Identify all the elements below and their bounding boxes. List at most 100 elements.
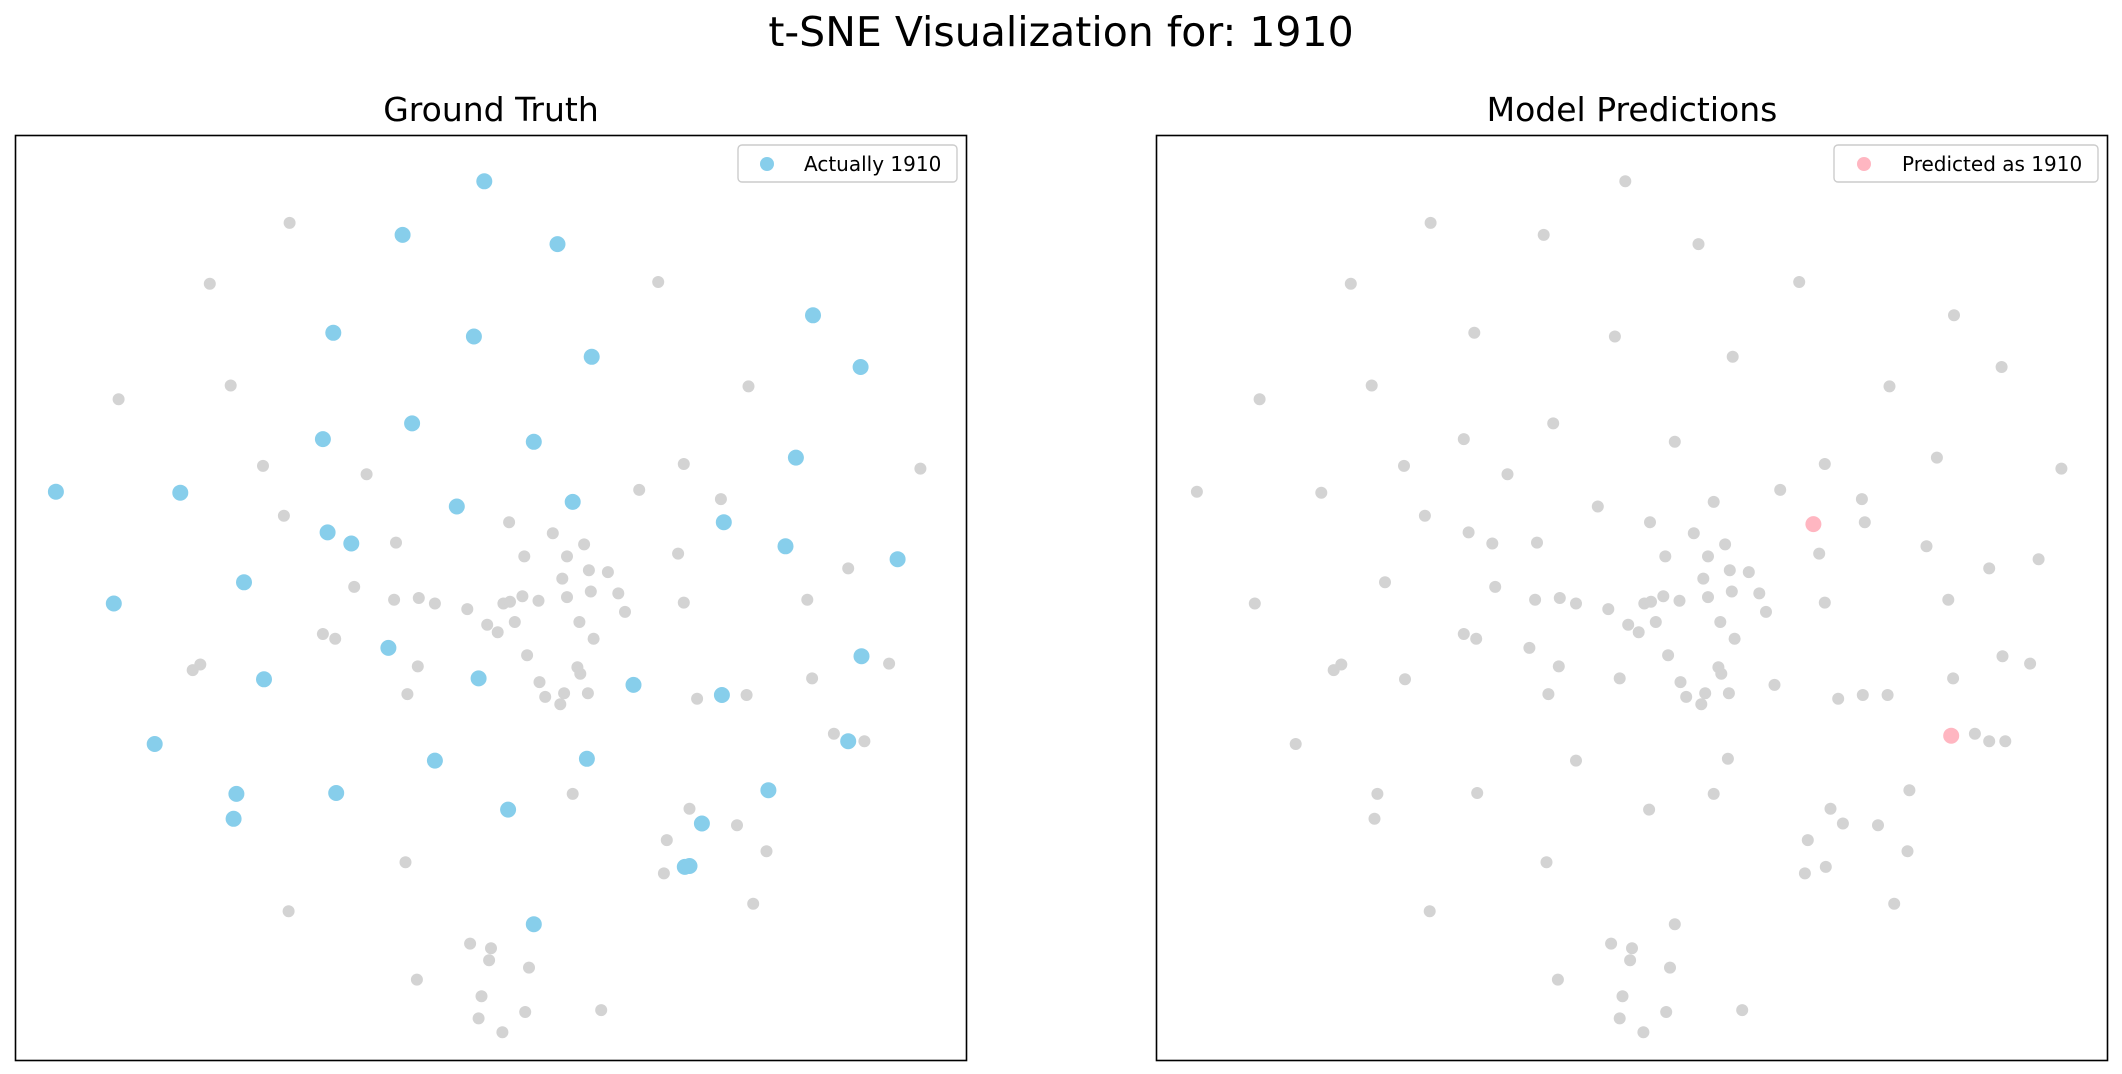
model-predictions-background-point (1540, 856, 1553, 869)
ground-truth-background-point (472, 1012, 485, 1025)
ground-truth-highlight-point (525, 916, 542, 933)
ground-truth-background-point (283, 216, 296, 229)
ground-truth-highlight-point (172, 484, 189, 501)
model-predictions-background-point (1470, 632, 1483, 645)
model-predictions-background-point (1457, 433, 1470, 446)
ground-truth-background-point (461, 603, 474, 616)
ground-truth-highlight-point (47, 483, 64, 500)
model-predictions-background-point (1725, 585, 1738, 598)
ground-truth-background-point (360, 468, 373, 481)
ground-truth-highlight-point (787, 449, 804, 466)
ground-truth-background-point (633, 483, 646, 496)
ground-truth-highlight-point (693, 815, 710, 832)
model-predictions-background-point (1613, 672, 1626, 685)
ground-truth-background-point (508, 616, 521, 628)
model-predictions-background-point (1327, 664, 1340, 677)
ground-truth-background-point (584, 585, 597, 598)
ground-truth-highlight-point (236, 574, 252, 591)
model-predictions-background-point (1542, 688, 1555, 701)
ground-truth-background-point (747, 897, 760, 910)
model-predictions-background-point (1753, 587, 1766, 600)
model-predictions-background-point (2024, 657, 2037, 670)
ground-truth-background-point (914, 462, 927, 475)
model-predictions-background-point (1695, 698, 1708, 711)
model-predictions-background-point (1995, 361, 2008, 373)
model-predictions-background-point (1920, 540, 1933, 553)
model-predictions-background-point (1253, 393, 1266, 406)
model-predictions-background-point (1818, 458, 1831, 470)
ground-truth-highlight-point (476, 173, 493, 190)
ground-truth-background-point (714, 493, 727, 506)
model-predictions-background-point (1551, 973, 1564, 986)
ground-truth-background-point (827, 727, 840, 740)
ground-truth-background-point (660, 834, 673, 847)
ground-truth-highlight-point (328, 785, 345, 801)
ground-truth-highlight-point (448, 498, 465, 515)
ground-truth-highlight-point (777, 538, 794, 555)
model-predictions-background-point (1486, 537, 1499, 550)
ground-truth-background-point (578, 538, 591, 551)
model-predictions-background-point (1624, 954, 1637, 967)
ground-truth-legend: Actually 1910 (737, 144, 958, 183)
model-predictions-background-point (1774, 483, 1787, 496)
model-predictions-background-point (1537, 228, 1550, 241)
model-predictions-background-point (1289, 738, 1302, 750)
model-predictions-background-point (1619, 175, 1632, 188)
model-predictions-background-point (1668, 435, 1681, 448)
model-predictions-background-point (1529, 593, 1542, 606)
model-predictions-background-point (1643, 803, 1656, 816)
ground-truth-highlight-point (840, 733, 857, 750)
model-predictions-background-point (1570, 597, 1582, 610)
model-predictions-background-point (1872, 819, 1884, 832)
ground-truth-background-point (410, 973, 423, 986)
model-predictions-background-point (1190, 485, 1203, 498)
ground-truth-background-point (601, 566, 614, 579)
model-predictions-legend-box (1833, 144, 2099, 183)
model-predictions-background-point (1608, 330, 1621, 343)
ground-truth-background-point (883, 657, 896, 670)
model-predictions-background-point (1697, 572, 1710, 585)
model-predictions-background-point (1901, 845, 1914, 858)
model-predictions-background-point (1531, 536, 1543, 549)
model-predictions-background-point (1637, 1026, 1650, 1039)
ground-truth-background-point (277, 509, 290, 522)
model-predictions-background-point (1471, 787, 1484, 799)
model-predictions-background-point (1948, 309, 1960, 322)
model-predictions-background-point (1692, 238, 1705, 251)
model-predictions-background-point (1371, 787, 1384, 800)
model-predictions-background-point (1605, 937, 1618, 950)
model-predictions-background-point (1968, 727, 1981, 740)
model-predictions-background-point (1501, 468, 1514, 481)
ground-truth-highlight-point (470, 670, 487, 687)
ground-truth-background-point (657, 867, 670, 880)
model-predictions-background-point (1715, 667, 1728, 680)
ground-truth-background-point (574, 667, 587, 680)
model-predictions-legend-label: Predicted as 1910 (1902, 152, 2082, 176)
ground-truth-background-point (503, 516, 516, 529)
ground-truth-background-point (582, 564, 595, 577)
model-predictions-background-point (1736, 1004, 1749, 1017)
model-predictions-background-point (1798, 867, 1811, 880)
model-predictions-background-point (2055, 462, 2068, 475)
ground-truth-background-point (390, 536, 402, 549)
model-predictions-background-point (1947, 672, 1960, 685)
model-predictions-background-point (1726, 350, 1739, 363)
ground-truth-highlight-point (404, 415, 421, 432)
model-predictions-background-point (2032, 553, 2045, 566)
ground-truth-highlight-point (852, 359, 869, 375)
model-predictions-points (1190, 175, 2068, 1039)
model-predictions-background-point (1768, 678, 1781, 691)
model-predictions-panel: Model Predictions Predicted as 1910 (1155, 90, 2109, 1062)
model-predictions-background-point (1881, 689, 1894, 701)
ground-truth-background-point (411, 660, 424, 673)
model-predictions-background-point (1903, 784, 1916, 797)
ground-truth-background-point (554, 698, 567, 711)
model-predictions-background-point (1315, 486, 1328, 499)
ground-truth-background-point (475, 990, 488, 1003)
model-predictions-background-point (1462, 526, 1475, 539)
ground-truth-highlight-point (583, 348, 600, 365)
model-predictions-background-point (1418, 509, 1431, 522)
model-predictions-background-point (1399, 673, 1411, 686)
model-predictions-background-point (1856, 689, 1869, 701)
